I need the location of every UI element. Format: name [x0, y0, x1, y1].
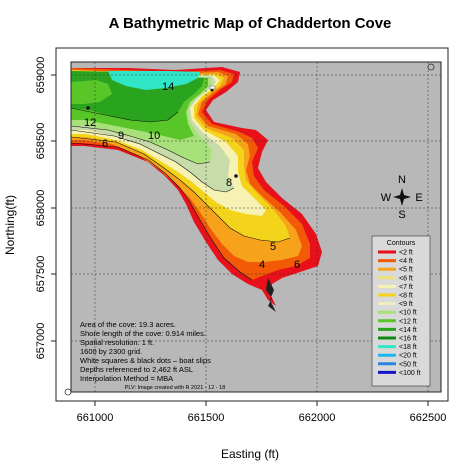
contour-label-9: 9	[118, 130, 124, 142]
boat-slip-dot	[210, 88, 214, 92]
compass-east-label: E	[415, 192, 422, 204]
contour-label-14: 14	[162, 81, 174, 93]
legend-title: Contours	[387, 240, 416, 247]
y-tick-label: 658000	[35, 190, 47, 227]
compass-north-label: N	[398, 174, 406, 186]
note-interpolation: Interpolation Method = MBA	[80, 374, 173, 383]
depth-layer-16ft	[71, 80, 112, 104]
plot-frame	[70, 61, 442, 393]
contour-label-group: 14 12 10 9 8 6 5 4 6	[84, 81, 300, 271]
y-tick-label: 659000	[35, 57, 47, 94]
legend-label: <20 ft	[399, 353, 417, 360]
cove-depth-layers	[71, 67, 322, 306]
x-tick-label: 661500	[188, 412, 225, 424]
y-tick-label: 658500	[35, 123, 47, 160]
legend-entries: <2 ft<4 ft <5 ft<6 ft <7 ft <8 ft<9 ft <10 f…	[378, 250, 421, 377]
legend-label: <12 ft	[399, 318, 417, 325]
contour-label-5: 5	[270, 241, 276, 253]
x-axis-ticks	[94, 401, 429, 406]
image-credit: PLV: Image created with R 2021 - 12 - 18	[125, 385, 226, 391]
contour-line	[70, 129, 235, 193]
contour-label-12: 12	[84, 117, 96, 129]
boat-slip-dot	[234, 174, 238, 178]
corner-marker	[64, 388, 72, 396]
boat-slip-dot	[86, 106, 90, 110]
note-area: Area of the cove: 19.3 acres.	[80, 320, 176, 329]
legend-label: <5 ft	[399, 267, 413, 274]
contour-legend: Contours <2 ft<4 ft<5 ft<6 ft<7 ft<8 ft<…	[371, 235, 431, 387]
legend-label: <16 ft	[399, 336, 417, 343]
boat-slip-square	[209, 85, 216, 90]
axis-frame	[55, 47, 449, 402]
legend-label: <8 ft	[399, 293, 413, 300]
note-depth-reference: Depths referenced to 2,462 ft ASL	[80, 365, 193, 374]
contour-label-10: 10	[148, 130, 160, 142]
legend-label: <9 ft	[399, 301, 413, 308]
legend-label: <7 ft	[399, 284, 413, 291]
legend-label: <6 ft	[399, 275, 413, 282]
contour-line	[70, 107, 179, 123]
y-tick-label: 657000	[35, 323, 47, 360]
gridlines	[71, 62, 441, 392]
contour-lines	[70, 107, 291, 281]
contour-line	[70, 142, 253, 281]
legend-label: <14 ft	[399, 327, 417, 334]
contour-line	[70, 136, 291, 243]
compass-rose: N S W E	[381, 174, 423, 221]
legend-label: <4 ft	[399, 258, 413, 265]
legend-label: <2 ft	[399, 250, 413, 257]
note-shore-length: Shore length of the cove: 0.914 miles.	[80, 329, 206, 338]
map-title: A Bathymetric Map of Chadderton Cove	[109, 15, 392, 32]
compass-west-label: W	[381, 192, 392, 204]
outlet-channel	[266, 278, 276, 312]
x-tick-label: 662500	[410, 412, 447, 424]
depth-layer-18ft	[108, 71, 200, 90]
note-resolution: Spatial resolution: 1 ft.	[80, 338, 154, 347]
note-grid: 1600 by 2300 grid.	[80, 347, 142, 356]
contour-label-4: 4	[259, 259, 265, 271]
compass-south-label: S	[398, 209, 405, 221]
x-tick-label: 662000	[299, 412, 336, 424]
boat-slips	[86, 85, 238, 178]
x-axis-label: Easting (ft)	[221, 447, 279, 461]
legend-label: <50 ft	[399, 361, 417, 368]
y-tick-label: 657500	[35, 256, 47, 293]
legend-label: <100 ft	[399, 370, 421, 377]
contour-label-6b: 6	[294, 259, 300, 271]
note-boat-slips: White squares & black dots – boat slips	[80, 356, 211, 365]
contour-label-8: 8	[226, 177, 232, 189]
y-axis-ticks	[51, 74, 56, 342]
corner-marker	[427, 63, 435, 71]
legend-label: <10 ft	[399, 310, 417, 317]
compass-star-icon	[393, 188, 411, 206]
legend-label: <18 ft	[399, 344, 417, 351]
map-notes: Area of the cove: 19.3 acres. Shore leng…	[80, 320, 225, 391]
contour-label-6: 6	[102, 138, 108, 150]
x-tick-label: 661000	[77, 412, 114, 424]
y-axis-label: Northing(ft)	[3, 195, 17, 255]
contour-line	[70, 125, 211, 165]
